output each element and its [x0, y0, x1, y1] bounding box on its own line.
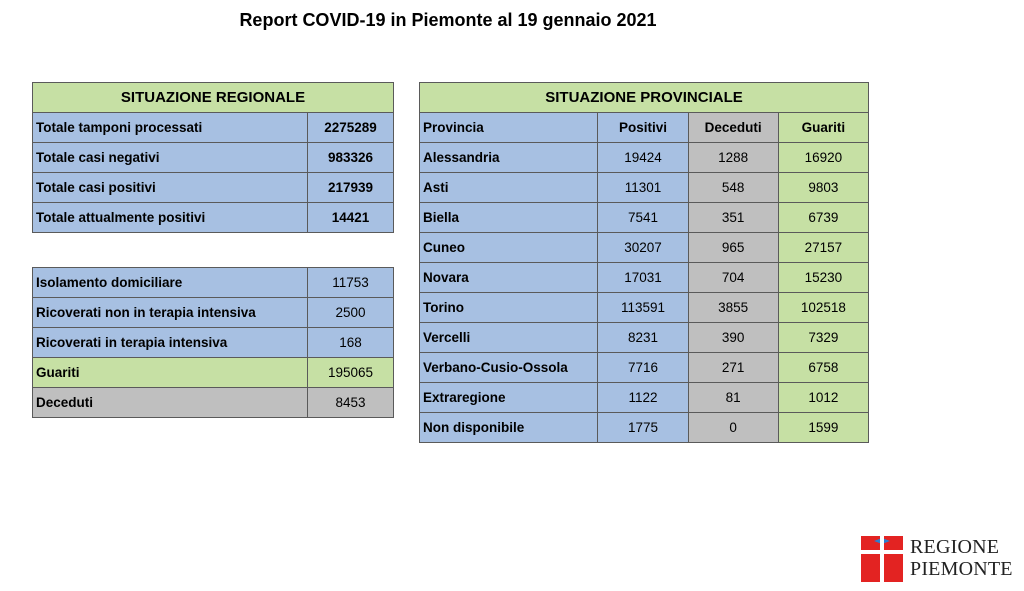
- column-header: Deceduti: [687, 112, 779, 143]
- guariti-value: 102518: [777, 292, 870, 323]
- positivi-value: 113591: [597, 292, 689, 323]
- province-name: Asti: [418, 172, 599, 203]
- row-value: 168: [307, 327, 394, 358]
- table-row: Ricoverati non in terapia intensiva 2500: [32, 297, 394, 328]
- row-label: Totale casi positivi: [32, 172, 308, 203]
- deceduti-value: 965: [687, 232, 779, 263]
- logo-text-line2: PIEMONTE: [910, 558, 1013, 580]
- column-header: Guariti: [777, 112, 870, 143]
- row-label: Ricoverati in terapia intensiva: [32, 327, 308, 358]
- positivi-value: 7541: [597, 202, 689, 233]
- row-value: 11753: [307, 267, 394, 298]
- positivi-value: 1122: [597, 382, 689, 413]
- regione-piemonte-emblem-icon: [860, 535, 904, 583]
- table-row: Totale attualmente positivi 14421: [32, 202, 394, 233]
- table-row: Isolamento domiciliare 11753: [32, 267, 394, 298]
- province-name: Alessandria: [418, 142, 599, 173]
- positivi-value: 19424: [597, 142, 689, 173]
- table-row: Alessandria 19424 1288 16920: [418, 142, 870, 173]
- row-label: Totale casi negativi: [32, 142, 308, 173]
- table-row: Extraregione 1122 81 1012: [418, 382, 870, 413]
- table-row: Biella 7541 351 6739: [418, 202, 870, 233]
- guariti-value: 1599: [777, 412, 870, 443]
- province-name: Vercelli: [418, 322, 599, 353]
- row-label: Guariti: [32, 357, 308, 388]
- deceduti-value: 81: [687, 382, 779, 413]
- deceduti-value: 271: [687, 352, 779, 383]
- guariti-value: 16920: [777, 142, 870, 173]
- guariti-value: 6758: [777, 352, 870, 383]
- guariti-value: 15230: [777, 262, 870, 293]
- province-name: Cuneo: [418, 232, 599, 263]
- guariti-value: 7329: [777, 322, 870, 353]
- provincial-table: SITUAZIONE PROVINCIALE Provincia Positiv…: [418, 82, 870, 443]
- row-value: 8453: [307, 387, 394, 418]
- column-header: Provincia: [418, 112, 599, 143]
- row-value: 2500: [307, 297, 394, 328]
- positivi-value: 17031: [597, 262, 689, 293]
- regione-piemonte-logo: REGIONE PIEMONTE: [860, 535, 1013, 585]
- table-row: Cuneo 30207 965 27157: [418, 232, 870, 263]
- column-header-row: Provincia Positivi Deceduti Guariti: [418, 112, 870, 143]
- row-label: Totale attualmente positivi: [32, 202, 308, 233]
- guariti-value: 27157: [777, 232, 870, 263]
- deceduti-value: 1288: [687, 142, 779, 173]
- positivi-value: 1775: [597, 412, 689, 443]
- deceduti-value: 390: [687, 322, 779, 353]
- table-row: Totale casi negativi 983326: [32, 142, 394, 173]
- guariti-value: 9803: [777, 172, 870, 203]
- table-row: Guariti 195065: [32, 357, 394, 388]
- row-value: 217939: [307, 172, 394, 203]
- deceduti-value: 548: [687, 172, 779, 203]
- table-row: Torino 113591 3855 102518: [418, 292, 870, 323]
- guariti-value: 1012: [777, 382, 870, 413]
- province-name: Torino: [418, 292, 599, 323]
- province-name: Non disponibile: [418, 412, 599, 443]
- positivi-value: 30207: [597, 232, 689, 263]
- provincial-rows: Alessandria 19424 1288 16920 Asti 11301 548 980…: [418, 142, 870, 443]
- logo-text-line1: REGIONE: [910, 536, 1000, 558]
- province-name: Novara: [418, 262, 599, 293]
- row-label: Ricoverati non in terapia intensiva: [32, 297, 308, 328]
- table-row: Asti 11301 548 9803: [418, 172, 870, 203]
- page-title: Report COVID-19 in Piemonte al 19 gennai…: [239, 10, 657, 30]
- positivi-value: 8231: [597, 322, 689, 353]
- deceduti-value: 3855: [687, 292, 779, 323]
- positivi-value: 11301: [597, 172, 689, 203]
- table-row: Totale casi positivi 217939: [32, 172, 394, 203]
- table-row: Totale tamponi processati 2275289: [32, 112, 394, 143]
- row-label: Isolamento domiciliare: [32, 267, 308, 298]
- row-value: 14421: [307, 202, 394, 233]
- row-label: Totale tamponi processati: [32, 112, 308, 143]
- province-name: Biella: [418, 202, 599, 233]
- table-row: Deceduti 8453: [32, 387, 394, 418]
- row-value: 195065: [307, 357, 394, 388]
- province-name: Extraregione: [418, 382, 599, 413]
- table-row: Non disponibile 1775 0 1599: [418, 412, 870, 443]
- province-name: Verbano-Cusio-Ossola: [418, 352, 599, 383]
- row-value: 2275289: [307, 112, 394, 143]
- row-label: Deceduti: [32, 387, 308, 418]
- deceduti-value: 351: [687, 202, 779, 233]
- row-value: 983326: [307, 142, 394, 173]
- table-row: Verbano-Cusio-Ossola 7716 271 6758: [418, 352, 870, 383]
- table-row: Novara 17031 704 15230: [418, 262, 870, 293]
- column-header: Positivi: [597, 112, 689, 143]
- regional-header: SITUAZIONE REGIONALE: [32, 82, 394, 113]
- regional-summary-table: SITUAZIONE REGIONALE Totale tamponi proc…: [32, 82, 394, 233]
- table-row: Vercelli 8231 390 7329: [418, 322, 870, 353]
- regional-status-table: Isolamento domiciliare 11753 Ricoverati …: [32, 267, 394, 418]
- guariti-value: 6739: [777, 202, 870, 233]
- deceduti-value: 0: [687, 412, 779, 443]
- provincial-header: SITUAZIONE PROVINCIALE: [419, 82, 869, 113]
- deceduti-value: 704: [687, 262, 779, 293]
- table-row: Ricoverati in terapia intensiva 168: [32, 327, 394, 358]
- positivi-value: 7716: [597, 352, 689, 383]
